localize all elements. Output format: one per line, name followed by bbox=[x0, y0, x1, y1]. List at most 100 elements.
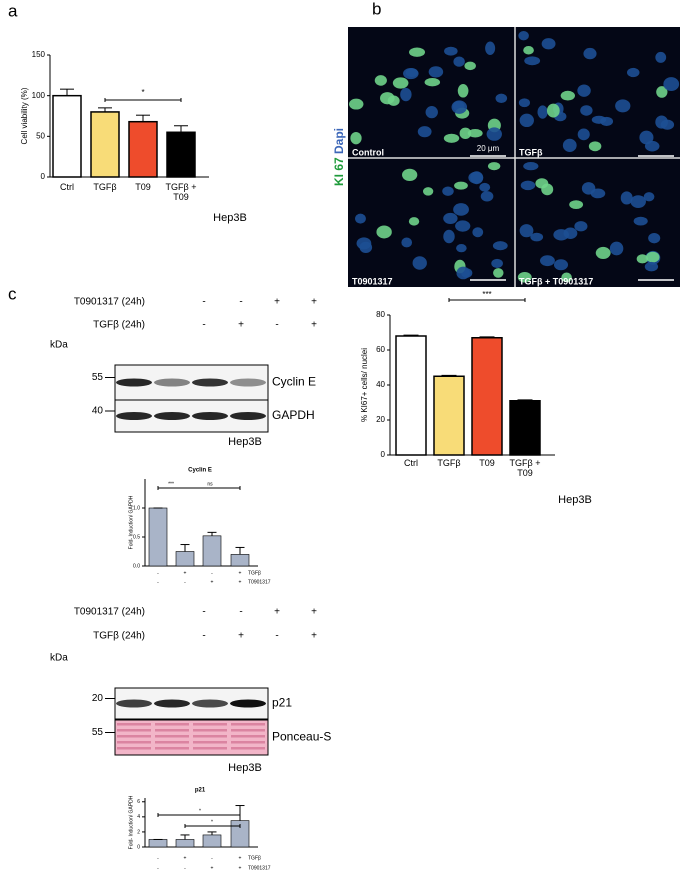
nucleus bbox=[376, 225, 392, 239]
ponceau-streak bbox=[193, 729, 227, 732]
nucleus bbox=[660, 119, 675, 130]
nucleus bbox=[519, 224, 534, 238]
x-tick-label: Ctrl bbox=[404, 458, 418, 468]
ponceau-streak bbox=[117, 723, 151, 726]
ponceau-streak bbox=[117, 747, 151, 750]
nucleus bbox=[580, 105, 593, 116]
bar bbox=[166, 131, 196, 178]
band bbox=[192, 699, 228, 708]
y-tick-label: 80 bbox=[376, 310, 385, 319]
nucleus bbox=[588, 141, 602, 152]
quadrant-label: Control bbox=[352, 147, 384, 157]
x-tick-label: T09 bbox=[479, 458, 495, 468]
y-tick-label: 40 bbox=[376, 380, 385, 389]
condition-sign: - bbox=[202, 607, 205, 618]
marker-label: 55 bbox=[92, 372, 104, 383]
nucleus bbox=[374, 75, 387, 86]
nucleus bbox=[630, 195, 646, 209]
x-tick-label: TGFβ + T09 bbox=[165, 182, 197, 202]
nucleus bbox=[402, 168, 418, 181]
nucleus bbox=[561, 272, 572, 283]
nucleus bbox=[350, 131, 362, 145]
nucleus bbox=[401, 237, 413, 248]
nucleus bbox=[486, 127, 502, 141]
ponceau-streak bbox=[155, 729, 189, 732]
cell-line: Hep3B bbox=[228, 762, 262, 774]
condition-label: T0901317 bbox=[248, 579, 271, 585]
nucleus bbox=[417, 126, 432, 138]
bar bbox=[395, 335, 427, 456]
ponceau-streak bbox=[155, 741, 189, 744]
quadrant-label: TGFβ bbox=[519, 147, 543, 157]
condition-sign: + bbox=[238, 631, 244, 642]
nucleus bbox=[562, 138, 577, 152]
condition-sign: + bbox=[274, 607, 280, 618]
nucleus bbox=[453, 203, 469, 216]
nucleus bbox=[595, 246, 611, 260]
nucleus bbox=[455, 220, 471, 232]
nucleus bbox=[577, 84, 591, 97]
ponceau-streak bbox=[231, 735, 265, 738]
bar bbox=[471, 337, 503, 456]
nucleus bbox=[492, 241, 508, 251]
band bbox=[230, 699, 266, 708]
condition-sign: + bbox=[274, 297, 280, 308]
x-tick-label: TGFβ + T09 bbox=[509, 458, 541, 478]
nucleus bbox=[520, 180, 536, 191]
nucleus bbox=[456, 244, 467, 253]
nucleus bbox=[656, 86, 668, 98]
nucleus bbox=[655, 51, 667, 63]
condition-sign: + bbox=[239, 579, 242, 585]
ponceau-streak bbox=[155, 747, 189, 750]
ki67: KI 67 bbox=[332, 157, 346, 186]
y-axis-label: Fold- Induction/ GAPDH bbox=[128, 795, 134, 849]
cell-line: Hep3B bbox=[213, 212, 247, 224]
ponceau-streak bbox=[155, 735, 189, 738]
nucleus bbox=[392, 77, 409, 89]
nucleus bbox=[546, 103, 560, 118]
band bbox=[116, 378, 152, 387]
band bbox=[116, 699, 152, 708]
marker-label: 55 bbox=[92, 727, 104, 738]
x-tick-label: TGFβ bbox=[437, 458, 461, 468]
ponceau-streak bbox=[193, 741, 227, 744]
band-label: p21 bbox=[272, 696, 292, 710]
y-axis-label: Fold- Induction/ GAPDH bbox=[128, 495, 134, 549]
nucleus bbox=[569, 200, 584, 209]
nucleus bbox=[639, 130, 654, 145]
x-tick-label: Ctrl bbox=[60, 182, 74, 192]
nucleus bbox=[495, 93, 508, 103]
nucleus bbox=[518, 30, 529, 41]
nucleus bbox=[423, 187, 434, 196]
condition-label: T0901317 (24h) bbox=[74, 607, 145, 618]
nucleus bbox=[359, 241, 373, 254]
y-tick-label: 0 bbox=[137, 844, 140, 850]
nucleus bbox=[428, 66, 444, 78]
nucleus bbox=[443, 133, 460, 143]
condition-sign: - bbox=[275, 631, 278, 642]
band-label: GAPDH bbox=[272, 408, 315, 422]
nucleus bbox=[517, 271, 532, 283]
nucleus bbox=[560, 90, 575, 101]
condition-sign: + bbox=[239, 865, 242, 871]
nucleus bbox=[626, 67, 640, 78]
band bbox=[154, 699, 190, 708]
nucleus bbox=[464, 61, 476, 71]
quadrant-label: TGFβ + T0901317 bbox=[519, 276, 593, 286]
nucleus bbox=[539, 255, 555, 267]
condition-sign: + bbox=[184, 570, 187, 576]
condition-sign: - bbox=[157, 579, 159, 585]
nucleus bbox=[663, 77, 680, 91]
y-tick-label: 150 bbox=[32, 50, 46, 59]
x-tick-label: TGFβ bbox=[93, 182, 117, 192]
ponceau-streak bbox=[117, 729, 151, 732]
marker-label: 40 bbox=[92, 406, 104, 417]
panel-label: c bbox=[8, 284, 17, 303]
annotation: * bbox=[211, 819, 213, 825]
panel-label: b bbox=[372, 0, 381, 18]
ponceau-streak bbox=[231, 747, 265, 750]
nucleus bbox=[574, 221, 588, 232]
nucleus bbox=[457, 84, 469, 98]
band bbox=[154, 412, 190, 420]
